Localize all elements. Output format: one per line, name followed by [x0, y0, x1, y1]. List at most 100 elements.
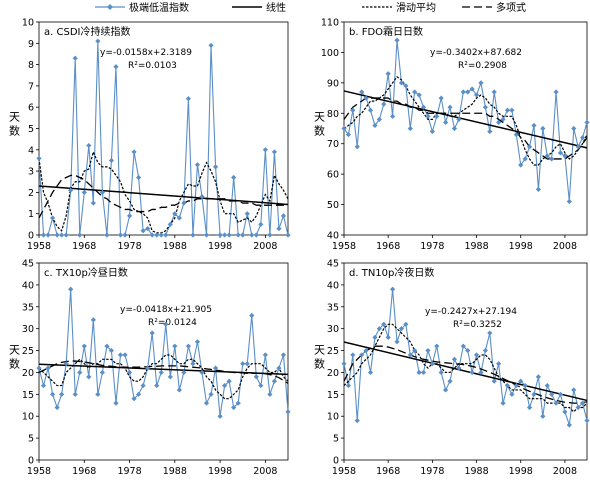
- data-point: [407, 125, 413, 132]
- y-tick-label: 1: [28, 209, 34, 220]
- data-point: [226, 378, 232, 384]
- x-tick-label: 1958: [27, 241, 51, 252]
- plot-frame: [343, 262, 588, 461]
- x-tick-label: 1988: [163, 466, 187, 477]
- data-point: [345, 131, 352, 138]
- data-point: [86, 374, 92, 380]
- chart-panel-d: 0 5 10 15 20 25 30 35 40 45 1958 1968 1978 1988 1998 20…: [314, 259, 590, 477]
- data-point: [190, 232, 196, 238]
- data-point: [72, 55, 78, 61]
- panel-title: d. TN10p冷夜日数: [349, 266, 434, 279]
- data-point: [68, 187, 74, 193]
- data-point: [491, 89, 497, 95]
- series-linear-trend: [38, 363, 289, 376]
- data-point: [181, 369, 187, 376]
- y-tick-label: 80: [327, 109, 339, 120]
- data-point: [354, 144, 360, 150]
- data-point: [104, 232, 110, 238]
- data-point: [394, 339, 400, 345]
- data-point: [149, 330, 155, 336]
- data-point: [208, 391, 214, 397]
- data-point: [231, 174, 237, 181]
- data-point: [531, 391, 537, 397]
- y-tick-label: 0: [28, 456, 34, 467]
- data-point: [557, 150, 564, 156]
- data-point: [522, 382, 528, 389]
- data-point: [566, 198, 572, 205]
- data-point: [267, 232, 273, 238]
- data-point: [398, 80, 405, 86]
- data-point: [579, 400, 586, 406]
- data-point: [482, 347, 488, 354]
- trend-equation: y=-0.2427x+27.194: [425, 307, 517, 317]
- data-point: [136, 174, 142, 181]
- data-point: [68, 286, 74, 292]
- data-point: [72, 391, 78, 397]
- data-point: [262, 147, 268, 153]
- data-point: [54, 232, 60, 238]
- data-point: [217, 232, 223, 238]
- y-tick-label: 10: [22, 18, 34, 29]
- y-tick-label: 5: [28, 434, 34, 445]
- x-tick-label: 1998: [509, 466, 533, 477]
- data-point: [456, 365, 462, 371]
- data-point: [271, 378, 278, 384]
- y-tick-label: 90: [327, 78, 339, 89]
- data-point: [456, 116, 462, 122]
- data-point: [113, 64, 119, 70]
- y-tick-label: 45: [327, 259, 339, 270]
- y-tick-label: 10: [22, 412, 34, 423]
- trend-r-squared: R²=0.3252: [453, 320, 502, 330]
- legend-item-moving: 滑动平均: [362, 2, 436, 14]
- y-tick-label: 10: [327, 412, 339, 423]
- data-point: [117, 232, 124, 238]
- data-point: [203, 400, 210, 406]
- data-point: [158, 232, 164, 238]
- data-point: [553, 400, 559, 406]
- x-tick-label: 1978: [117, 241, 141, 252]
- data-point: [249, 312, 255, 319]
- x-tick-label: 1988: [464, 241, 488, 252]
- chart-panel-b: 40 50 60 70 80 90 100 110 1958 1968 1978 1988 1998 20…: [314, 18, 590, 252]
- x-tick-label: 2008: [553, 466, 577, 477]
- data-point: [549, 156, 555, 162]
- y-axis-label: 天数: [9, 111, 20, 138]
- y-tick-label: 4: [28, 145, 34, 156]
- y-tick-label: 40: [327, 231, 339, 242]
- data-point: [231, 404, 237, 411]
- legend-marker-observed: [107, 4, 113, 10]
- data-point: [181, 200, 187, 206]
- data-point: [509, 107, 515, 113]
- x-tick-label: 1958: [27, 466, 51, 477]
- data-point: [385, 334, 391, 341]
- x-tick-label: 1978: [117, 466, 141, 477]
- series-linear-trend: [38, 185, 289, 206]
- data-point: [244, 361, 250, 367]
- data-point: [95, 38, 101, 44]
- data-point: [63, 232, 69, 238]
- data-point: [262, 352, 268, 358]
- data-point: [562, 153, 568, 159]
- y-tick-label: 15: [327, 390, 339, 401]
- data-point: [425, 347, 431, 354]
- y-tick-label: 35: [22, 302, 34, 313]
- data-point: [122, 352, 128, 358]
- y-tick-label: 9: [28, 39, 34, 50]
- data-point: [416, 369, 422, 376]
- data-point: [425, 113, 431, 119]
- panel-title: c. TX10p冷昼日数: [44, 266, 128, 279]
- x-tick-label: 1958: [332, 241, 356, 252]
- data-point: [172, 211, 178, 217]
- data-point: [49, 391, 56, 397]
- legend-label-linear: 线性: [266, 1, 286, 14]
- y-tick-label: 8: [28, 60, 34, 71]
- data-point: [154, 232, 160, 238]
- data-point: [376, 326, 382, 332]
- data-point: [40, 382, 47, 389]
- data-point: [443, 119, 449, 126]
- y-axis-label: 天数: [314, 344, 325, 371]
- data-point: [575, 144, 581, 150]
- data-point: [562, 409, 568, 415]
- trend-equation: y=-0.3402x+87.682: [430, 48, 522, 58]
